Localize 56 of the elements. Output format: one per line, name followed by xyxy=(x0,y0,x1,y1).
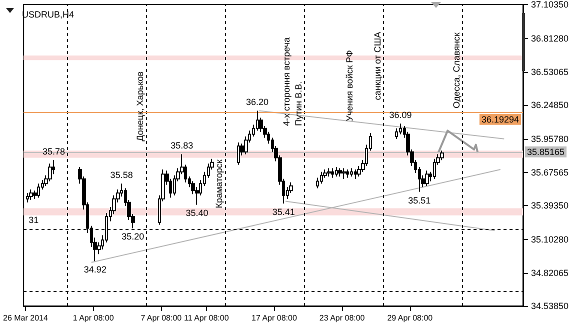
annotation: 35.41 xyxy=(272,207,295,218)
annotation: Донецк, Харьков xyxy=(135,71,146,142)
band-label: 31 xyxy=(28,214,39,225)
candlestick xyxy=(48,163,52,182)
candlestick xyxy=(433,158,436,180)
y-tick-label: 36.24850 xyxy=(531,100,569,110)
annotation: 35.51 xyxy=(408,195,431,206)
candlestick xyxy=(440,150,444,161)
annotation: Одесса, Славянск xyxy=(452,32,462,108)
annotation: санкции от США xyxy=(372,32,383,100)
candlestick xyxy=(26,192,29,203)
annotation: 34.92 xyxy=(84,264,106,275)
annotation: 36.09 xyxy=(389,110,412,120)
y-tick-label: 35.95780 xyxy=(531,134,569,144)
annotation: 35.20 xyxy=(122,232,144,242)
y-tick-label: 34.53850 xyxy=(531,301,569,311)
y-tick-label: 36.53065 xyxy=(531,66,569,77)
candlestick xyxy=(425,170,429,186)
y-tick-label: 34.82065 xyxy=(531,268,569,278)
y-tick-label: 35.39350 xyxy=(531,200,569,210)
candlestick xyxy=(327,168,331,178)
annotation: 35.58 xyxy=(110,170,133,180)
ref-line-label: 35.85165 xyxy=(527,146,565,157)
x-tick-label: 7 Apr 08:00 xyxy=(140,314,182,322)
candlestick xyxy=(237,142,240,166)
y-tick-label: 35.10280 xyxy=(531,234,569,245)
annotation: Учения войск РФ xyxy=(344,50,354,122)
candlestick xyxy=(342,168,346,180)
annotation: 35.83 xyxy=(170,140,194,151)
y-tick-label: 36.81280 xyxy=(531,34,569,44)
annotation: Краматорск xyxy=(214,159,224,208)
x-tick-label: 29 Apr 08:00 xyxy=(387,314,434,322)
candlestick xyxy=(331,168,334,178)
x-tick-label: 1 Apr 08:00 xyxy=(72,314,114,322)
candlestick xyxy=(338,168,342,178)
candlestick xyxy=(320,171,323,184)
candlestick xyxy=(350,168,353,178)
ref-line-label: 36.19294 xyxy=(481,114,519,124)
line-series xyxy=(437,130,479,154)
y-tick-label: 35.67565 xyxy=(531,167,569,178)
annotation: 35.40 xyxy=(186,208,208,218)
candlestick xyxy=(346,168,349,178)
candlestick xyxy=(29,188,33,201)
annotation: 35.78 xyxy=(42,146,65,157)
candlestick xyxy=(395,128,398,140)
x-tick-label: 26 Mar 2014 xyxy=(3,314,48,322)
x-tick-label: 23 Apr 08:00 xyxy=(319,314,366,322)
x-tick-label: 17 Apr 08:00 xyxy=(252,314,298,322)
annotation: 4-х стороння встреча Путин В.В. xyxy=(281,37,304,126)
candlestick xyxy=(335,166,338,178)
x-tick-label: 11 Apr 08:00 xyxy=(184,314,230,322)
candlestick xyxy=(399,123,402,135)
candlestick xyxy=(37,183,40,198)
y-tick-label: 37.10350 xyxy=(531,0,569,10)
annotation: 36.20 xyxy=(246,97,269,108)
candlestick xyxy=(354,168,357,180)
